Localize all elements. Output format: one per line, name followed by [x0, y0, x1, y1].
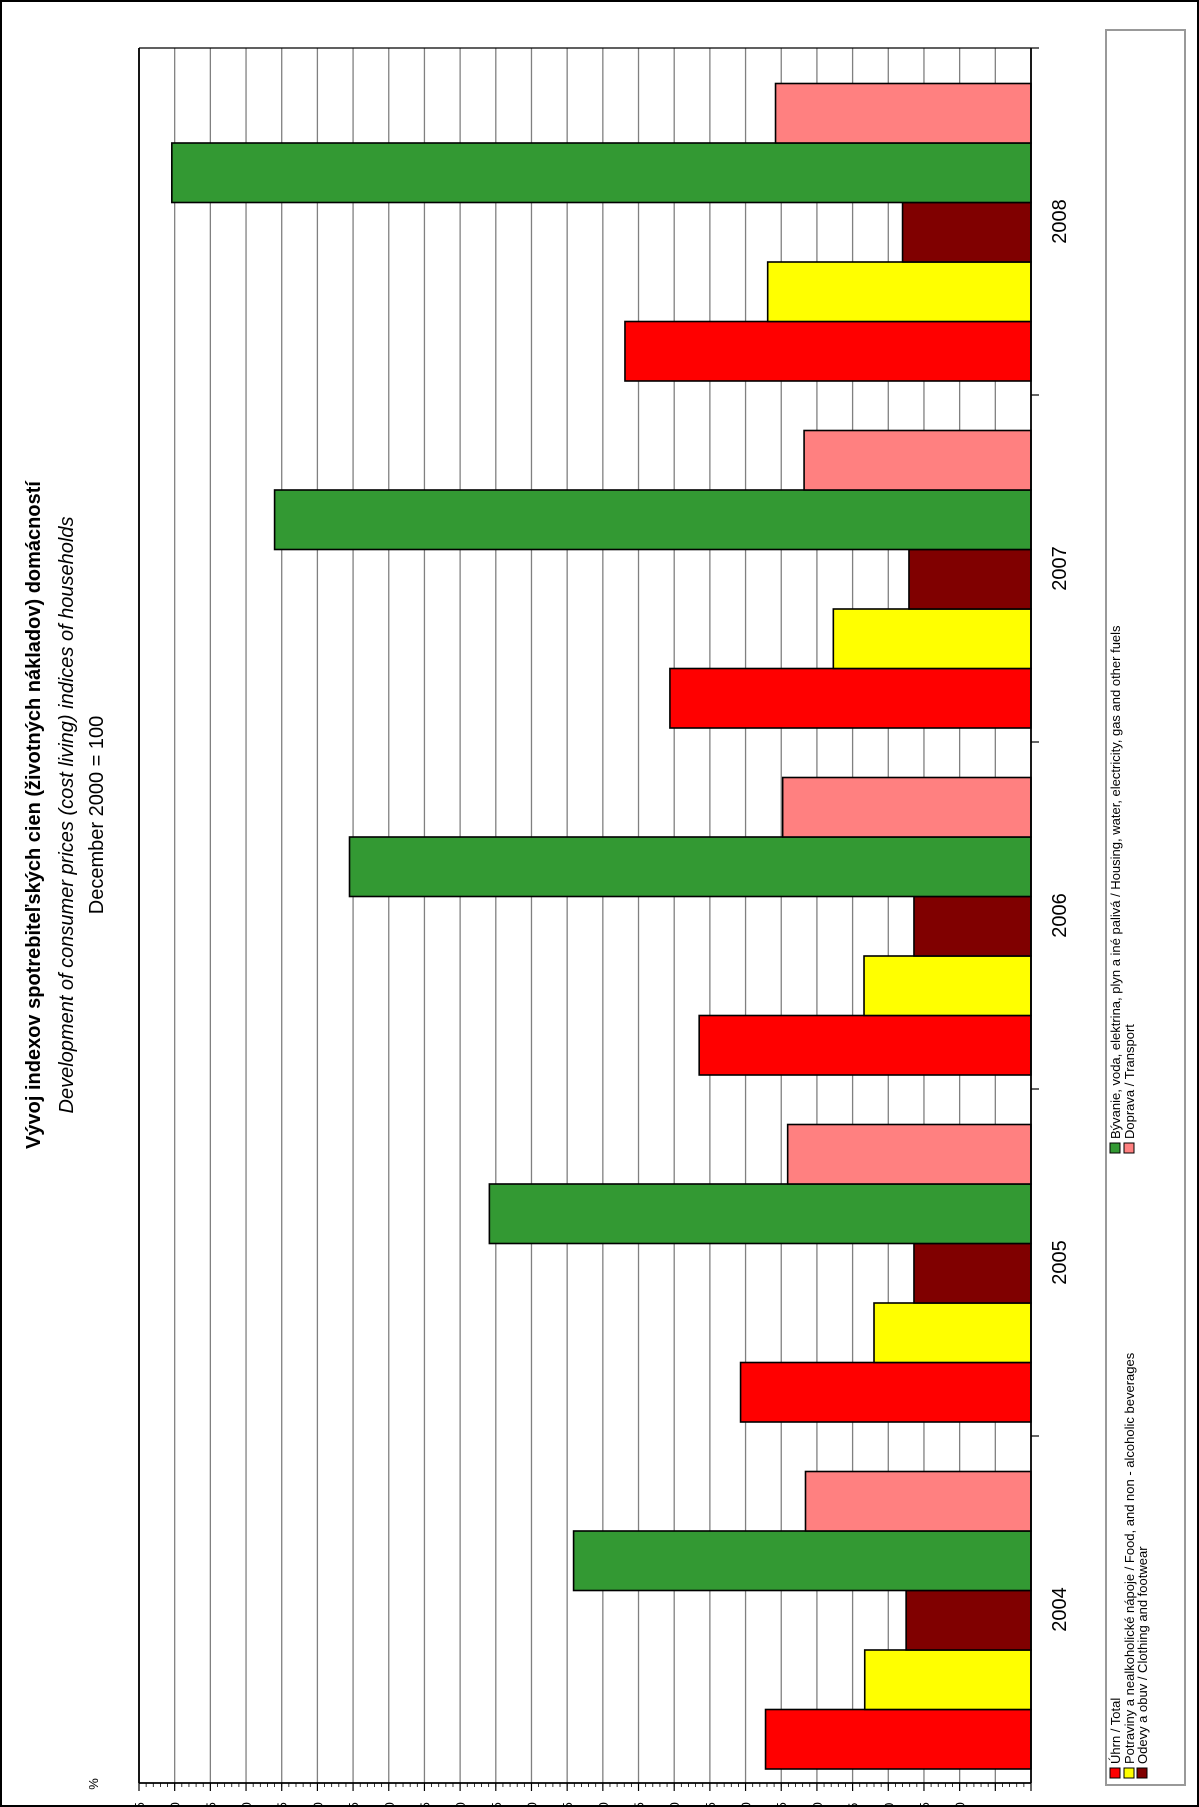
- bar: [488, 1183, 1032, 1245]
- bar: [764, 1708, 1032, 1770]
- bars: [171, 82, 1032, 1770]
- bar: [698, 1014, 1032, 1076]
- value-tick-label: 170: [453, 1802, 468, 1807]
- bar: [832, 608, 1032, 670]
- value-tick-label: 100: [953, 1802, 968, 1807]
- bar: [905, 1589, 1032, 1651]
- legend-food-swatch: [1123, 1767, 1135, 1779]
- value-tick-label: 150: [596, 1802, 611, 1807]
- axes: 90 95 100 105 110 115 120 125 130 135 140 145 150 155…: [132, 47, 1071, 1807]
- value-tick-label: 140: [667, 1802, 682, 1807]
- bar: [786, 1123, 1032, 1185]
- value-tick-label: 90: [1024, 1806, 1039, 1807]
- bar: [803, 429, 1032, 491]
- value-tick-label: 190: [310, 1802, 325, 1807]
- category-label: 2008: [1049, 199, 1071, 244]
- bar: [873, 1302, 1032, 1364]
- legend-total-swatch: [1109, 1767, 1121, 1779]
- chart-subtitle: Development of consumer prices (cost liv…: [56, 517, 78, 1114]
- legend: Úhrn / Total Potraviny a nealkoholické ná…: [1108, 625, 1150, 1779]
- value-tick-label: 115: [846, 1803, 861, 1807]
- unit-label: %: [86, 1778, 101, 1790]
- value-tick-label: 200: [239, 1802, 254, 1807]
- bar: [913, 895, 1032, 957]
- legend-box: [1105, 29, 1186, 1786]
- chart-title: Vývoj indexov spotrebiteľských cien (živ…: [23, 480, 45, 1149]
- value-tick-label: 105: [917, 1802, 932, 1807]
- legend-housing-label: Bývanie, voda, elektrina, plyn a iné pal…: [1108, 625, 1123, 1139]
- bar: [901, 201, 1032, 263]
- legend-clothing-label: Odevy a obuv / Clothing and footwear: [1135, 1546, 1150, 1764]
- category-label: 2004: [1049, 1587, 1071, 1632]
- value-tick-label: 160: [524, 1802, 539, 1807]
- bar: [804, 1470, 1032, 1532]
- bar: [863, 955, 1032, 1017]
- value-tick-label: 165: [489, 1802, 504, 1807]
- category-label: 2005: [1049, 1240, 1071, 1285]
- value-tick-label: 120: [810, 1802, 825, 1807]
- bar: [572, 1530, 1032, 1592]
- bar: [766, 261, 1032, 323]
- value-tick-label: 125: [774, 1802, 789, 1807]
- value-tick-label: 180: [382, 1802, 397, 1807]
- bar: [781, 776, 1032, 838]
- value-tick-label: 145: [632, 1802, 647, 1807]
- legend-transport-swatch: [1123, 1142, 1135, 1154]
- value-tick-label: 110: [881, 1803, 896, 1807]
- legend-clothing-swatch: [1136, 1767, 1148, 1779]
- bar: [913, 1242, 1032, 1304]
- titles: Vývoj indexov spotrebiteľských cien (živ…: [23, 480, 108, 1790]
- value-tick-label: 195: [275, 1802, 290, 1807]
- bar: [171, 142, 1032, 204]
- bar: [774, 82, 1032, 144]
- chart-base-note: December 2000 = 100: [86, 716, 108, 914]
- value-tick-label: 215: [132, 1802, 147, 1807]
- value-tick-label: 155: [560, 1802, 575, 1807]
- bar: [669, 667, 1032, 729]
- bar: [863, 1649, 1032, 1711]
- bar: [273, 489, 1032, 551]
- value-tick-label: 130: [739, 1802, 754, 1807]
- category-label: 2007: [1049, 546, 1071, 591]
- bar: [908, 548, 1032, 610]
- bar: [348, 836, 1032, 898]
- bar: [624, 320, 1032, 382]
- bar: [739, 1361, 1032, 1423]
- value-tick-label: 210: [168, 1802, 183, 1807]
- legend-transport-label: Doprava / Transport: [1122, 1024, 1137, 1139]
- value-tick-label: 185: [346, 1802, 361, 1807]
- value-tick-label: 95: [988, 1806, 1003, 1807]
- legend-housing-swatch: [1109, 1142, 1121, 1154]
- value-tick-label: 205: [203, 1802, 218, 1807]
- legend-food-label: Potraviny a nealkoholické nápoje / Food,…: [1122, 1352, 1137, 1764]
- value-tick-label: 175: [417, 1802, 432, 1807]
- legend-total-label: Úhrn / Total: [1108, 1698, 1123, 1764]
- category-label: 2006: [1049, 893, 1071, 938]
- value-tick-label: 135: [703, 1802, 718, 1807]
